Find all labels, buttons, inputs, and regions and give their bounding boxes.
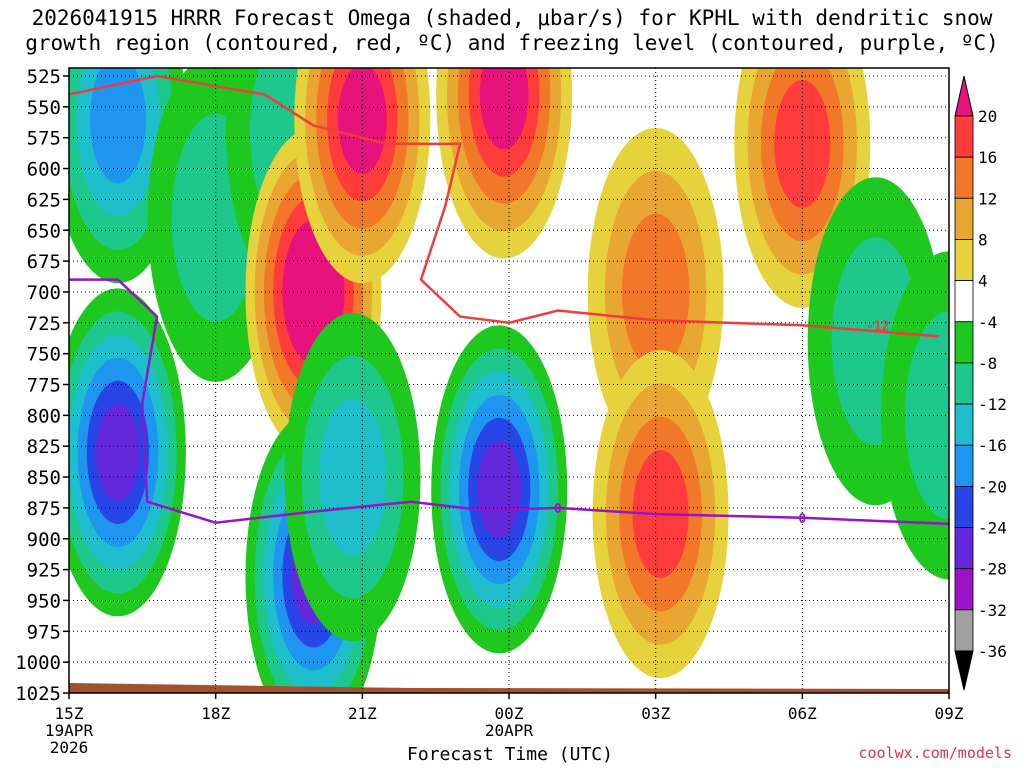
y-tick-label: 800 xyxy=(27,405,61,427)
y-tick-label: 775 xyxy=(27,375,61,397)
x-tick-date-label: 19APR xyxy=(45,721,94,740)
colorbar-label: -12 xyxy=(978,395,1007,414)
y-tick-label: 550 xyxy=(27,97,61,119)
colorbar-box xyxy=(954,115,974,158)
colorbar-label: 8 xyxy=(978,230,988,249)
y-tick-label: 900 xyxy=(27,529,61,551)
omega-contour-band xyxy=(318,398,387,556)
freezing-level-contour-line xyxy=(69,278,949,526)
y-tick-label: 825 xyxy=(27,436,61,458)
omega-contour-band xyxy=(477,440,522,539)
colorbar-label: -24 xyxy=(978,519,1007,538)
omega-contour-band xyxy=(774,79,831,208)
colorbar-label: -8 xyxy=(978,354,997,373)
chart-title-line2: growth region (contoured, red, ºC) and f… xyxy=(25,31,999,55)
colorbar-box xyxy=(954,568,974,611)
colorbar-top-arrow xyxy=(954,75,974,117)
y-tick-label: 950 xyxy=(27,590,61,612)
x-tick-label: 18Z xyxy=(201,704,230,723)
credit-link[interactable]: coolwx.com/models xyxy=(858,744,1012,762)
y-tick-label: 575 xyxy=(27,128,61,150)
colorbar-label: -16 xyxy=(978,436,1007,455)
x-tick-label: 06Z xyxy=(788,704,817,723)
colorbar-box xyxy=(954,156,974,199)
colorbar-box xyxy=(954,403,974,446)
x-tick-label: 03Z xyxy=(641,704,670,723)
omega-cell xyxy=(69,68,186,284)
colorbar-label: 12 xyxy=(978,189,997,208)
x-tick-year-label: 2026 xyxy=(50,738,89,757)
colorbar-bottom-arrow xyxy=(954,650,974,691)
colorbar-label: 16 xyxy=(978,148,997,167)
y-tick-label: 625 xyxy=(27,189,61,211)
y-tick-label: 525 xyxy=(27,66,61,88)
dendritic-contour-label: -12 xyxy=(866,319,889,334)
colorbar-label: -36 xyxy=(978,642,1007,661)
omega-contour-band xyxy=(96,403,140,501)
chart-title-line1: 2026041915 HRRR Forecast Omega (shaded, … xyxy=(31,6,993,30)
colorbar-label: 4 xyxy=(978,272,988,291)
y-tick-label: 700 xyxy=(27,282,61,304)
y-tick-label: 600 xyxy=(27,159,61,181)
colorbar-box xyxy=(954,239,974,282)
omega-contour-band xyxy=(337,68,387,175)
x-axis-title: Forecast Time (UTC) xyxy=(407,744,613,765)
x-tick-label: 09Z xyxy=(935,704,964,723)
y-tick-label: 1000 xyxy=(15,652,61,674)
colorbar-box xyxy=(954,321,974,364)
y-tick-label: 850 xyxy=(27,467,61,489)
colorbar-box xyxy=(954,485,974,528)
y-tick-label: 650 xyxy=(27,220,61,242)
colorbar-box xyxy=(954,362,974,405)
colorbar-box xyxy=(954,280,974,323)
y-tick-label: 975 xyxy=(27,621,61,643)
omega-cell xyxy=(431,325,568,654)
colorbar-label: -4 xyxy=(978,313,997,332)
x-tick-label: 21Z xyxy=(348,704,377,723)
terrain-ground xyxy=(69,683,949,693)
colorbar-label: -32 xyxy=(978,601,1007,620)
y-tick-label: 750 xyxy=(27,344,61,366)
colorbar-label: -20 xyxy=(978,477,1007,496)
y-tick-label: 925 xyxy=(27,560,61,582)
freezing-contour-label: 0 xyxy=(554,502,562,517)
y-tick-label: 875 xyxy=(27,498,61,520)
x-tick-label: 00Z xyxy=(495,704,524,723)
dendritic-contour-line xyxy=(69,74,940,338)
colorbar-box xyxy=(954,444,974,487)
colorbar-box xyxy=(954,197,974,240)
x-tick-date-label: 20APR xyxy=(485,721,534,740)
colorbar-label: 20 xyxy=(978,107,997,126)
y-tick-label: 675 xyxy=(27,251,61,273)
omega-contour-band xyxy=(479,68,529,150)
colorbar-label: -28 xyxy=(978,560,1007,579)
y-tick-label: 1025 xyxy=(15,683,61,705)
omega-contour-band xyxy=(621,213,690,371)
omega-cell xyxy=(436,68,573,259)
omega-cell xyxy=(69,288,186,617)
omega-cell xyxy=(284,313,421,642)
colorbar-box xyxy=(954,609,974,652)
colorbar-box xyxy=(954,527,974,570)
omega-cell xyxy=(587,127,724,456)
freezing-contour-label: 0 xyxy=(798,512,806,527)
omega-contour-band xyxy=(89,68,146,184)
omega-contour-band xyxy=(905,311,949,520)
y-tick-label: 725 xyxy=(27,313,61,335)
x-tick-label: 15Z xyxy=(55,704,84,723)
